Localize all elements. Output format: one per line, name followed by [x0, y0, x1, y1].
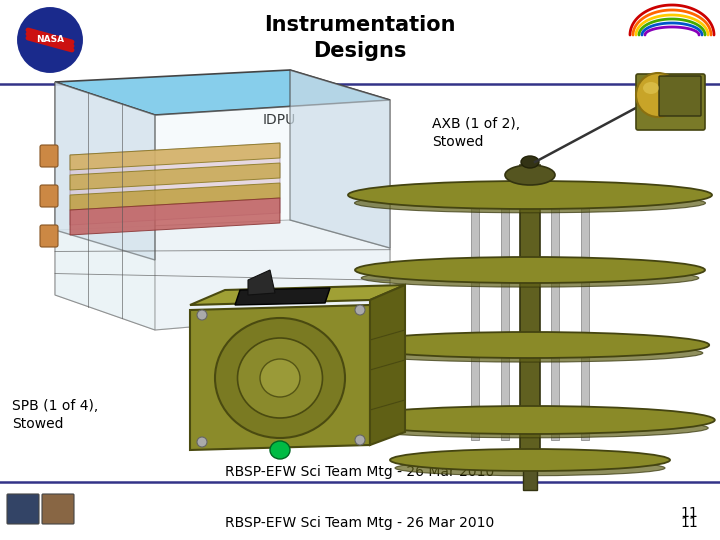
Ellipse shape [345, 406, 715, 434]
Polygon shape [70, 143, 280, 225]
Text: RBSP-EFW Sci Team Mtg - 26 Mar 2010: RBSP-EFW Sci Team Mtg - 26 Mar 2010 [225, 465, 495, 478]
FancyBboxPatch shape [520, 165, 540, 470]
Text: IDPU: IDPU [263, 113, 296, 127]
Ellipse shape [355, 257, 705, 283]
Polygon shape [55, 82, 155, 260]
FancyBboxPatch shape [581, 195, 589, 440]
Circle shape [636, 73, 680, 117]
Circle shape [16, 6, 84, 74]
FancyBboxPatch shape [40, 225, 58, 247]
Polygon shape [55, 220, 390, 330]
Ellipse shape [505, 165, 555, 185]
FancyBboxPatch shape [501, 195, 509, 440]
Polygon shape [55, 82, 155, 330]
Ellipse shape [361, 269, 698, 287]
Text: NASA: NASA [36, 36, 64, 44]
Text: Instrumentation
Designs: Instrumentation Designs [264, 15, 456, 61]
Ellipse shape [357, 344, 703, 362]
Circle shape [355, 435, 365, 445]
Polygon shape [370, 285, 405, 445]
Ellipse shape [354, 193, 706, 213]
Ellipse shape [348, 181, 712, 209]
FancyBboxPatch shape [42, 494, 74, 524]
Polygon shape [190, 285, 405, 305]
FancyBboxPatch shape [659, 76, 701, 116]
Polygon shape [70, 143, 280, 170]
Circle shape [355, 305, 365, 315]
Polygon shape [155, 100, 390, 330]
Text: 11: 11 [680, 506, 698, 520]
Text: SPB (1 of 4),
Stowed: SPB (1 of 4), Stowed [12, 400, 98, 431]
Polygon shape [70, 198, 280, 235]
FancyBboxPatch shape [636, 74, 705, 130]
FancyBboxPatch shape [551, 195, 559, 440]
Text: AXB (1 of 2),
Stowed: AXB (1 of 2), Stowed [432, 117, 520, 148]
Ellipse shape [521, 156, 539, 168]
Polygon shape [55, 70, 390, 115]
Ellipse shape [215, 318, 345, 438]
Polygon shape [248, 270, 275, 295]
Polygon shape [70, 183, 280, 210]
FancyBboxPatch shape [471, 195, 479, 440]
Ellipse shape [390, 449, 670, 471]
Ellipse shape [238, 338, 323, 418]
Ellipse shape [270, 441, 290, 459]
Ellipse shape [352, 418, 708, 438]
Ellipse shape [260, 359, 300, 397]
Polygon shape [290, 70, 390, 248]
Circle shape [197, 437, 207, 447]
Polygon shape [190, 305, 370, 450]
Polygon shape [235, 288, 330, 305]
FancyBboxPatch shape [40, 145, 58, 167]
FancyBboxPatch shape [523, 462, 537, 490]
Ellipse shape [643, 82, 659, 94]
Text: 11: 11 [680, 516, 698, 530]
Circle shape [197, 310, 207, 320]
Ellipse shape [395, 460, 665, 476]
Text: RBSP-EFW Sci Team Mtg - 26 Mar 2010: RBSP-EFW Sci Team Mtg - 26 Mar 2010 [225, 516, 495, 530]
Polygon shape [70, 163, 280, 190]
Ellipse shape [351, 332, 709, 358]
FancyBboxPatch shape [7, 494, 39, 524]
FancyBboxPatch shape [40, 185, 58, 207]
